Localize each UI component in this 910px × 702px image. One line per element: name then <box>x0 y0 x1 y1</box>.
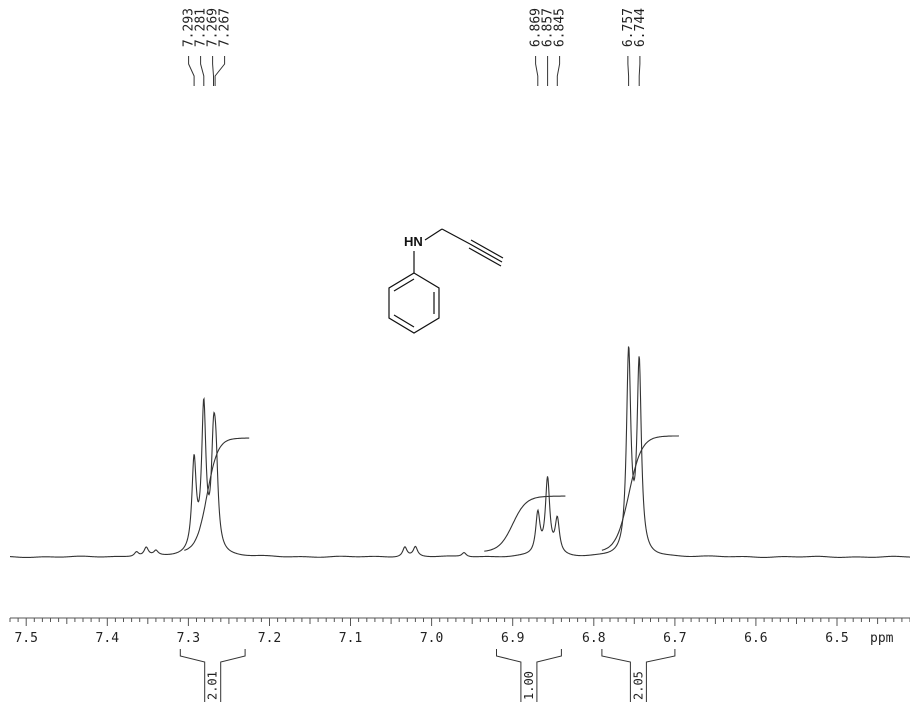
peak-connectors <box>188 56 641 86</box>
integral-curve-3 <box>601 435 679 551</box>
peak-connector-6.757 <box>627 56 630 86</box>
tick-label-6.9: 6.9 <box>501 631 524 646</box>
integral-value-1: 2.01 <box>206 671 220 700</box>
integral-brackets: 2.01 1.00 2.05 <box>179 649 676 702</box>
alkyne-bond-1 <box>469 243 503 263</box>
tick-label-6.5: 6.5 <box>825 631 848 646</box>
ppm-axis: 7.5 7.4 7.3 7.2 7.1 7.0 6.9 6.8 6.7 6.6 6.5 ppm <box>9 617 910 646</box>
integral-value-2: 1.00 <box>522 671 536 700</box>
tick-label-7.4: 7.4 <box>96 631 120 646</box>
integral-curves <box>184 435 679 552</box>
peak-label-7.281: 7.281 <box>194 8 209 47</box>
tick-label-7.1: 7.1 <box>339 631 362 646</box>
benzene-ring <box>388 272 440 334</box>
alkyne-bond-3 <box>468 247 502 267</box>
integral-curve-1 <box>184 437 250 551</box>
integral-bracket-2 <box>496 649 562 702</box>
tick-label-7.5: 7.5 <box>14 631 37 646</box>
tick-label-6.6: 6.6 <box>744 631 767 646</box>
nh-atom-label: HN <box>404 234 423 249</box>
bond-n-ch2 <box>424 228 443 241</box>
bond-ch2-c <box>441 228 471 245</box>
tick-label-7.3: 7.3 <box>177 631 200 646</box>
ring-double-bond-2 <box>393 314 415 328</box>
peak-connector-7.269 <box>212 56 214 86</box>
ring-double-bond-3 <box>393 278 415 292</box>
peak-label-6.869: 6.869 <box>529 8 544 47</box>
minor-ticks <box>9 618 910 626</box>
peak-label-6.857: 6.857 <box>541 8 556 47</box>
peak-connector-6.845 <box>556 56 561 86</box>
peak-label-7.269: 7.269 <box>206 8 221 47</box>
peak-connector-7.281 <box>200 56 205 86</box>
tick-label-6.7: 6.7 <box>663 631 686 646</box>
integral-bracket-1 <box>179 649 246 702</box>
tick-label-7.0: 7.0 <box>420 631 443 646</box>
tick-label-6.8: 6.8 <box>582 631 605 646</box>
integral-value-3: 2.05 <box>631 671 645 700</box>
integral-curve-2 <box>484 495 566 552</box>
peak-connector-6.744 <box>638 56 641 86</box>
major-ticks: 7.5 7.4 7.3 7.2 7.1 7.0 6.9 6.8 6.7 6.6 6.5 <box>14 631 848 646</box>
spectrum-trace <box>9 346 910 559</box>
peak-connector-7.293 <box>188 56 195 86</box>
molecule-structure: HN <box>388 228 504 334</box>
peak-label-6.744: 6.744 <box>633 8 648 47</box>
peak-label-7.293: 7.293 <box>182 8 197 47</box>
axis-unit-label: ppm <box>870 631 894 646</box>
peak-label-6.845: 6.845 <box>553 8 568 47</box>
peak-connector-6.869 <box>535 56 539 86</box>
tick-label-7.2: 7.2 <box>258 631 281 646</box>
integral-bracket-3 <box>601 649 676 702</box>
alkyne-bond-2 <box>470 239 504 259</box>
peak-label-6.757: 6.757 <box>621 8 636 47</box>
peak-connector-7.267 <box>214 56 226 86</box>
peak-label-7.267: 7.267 <box>218 8 233 47</box>
